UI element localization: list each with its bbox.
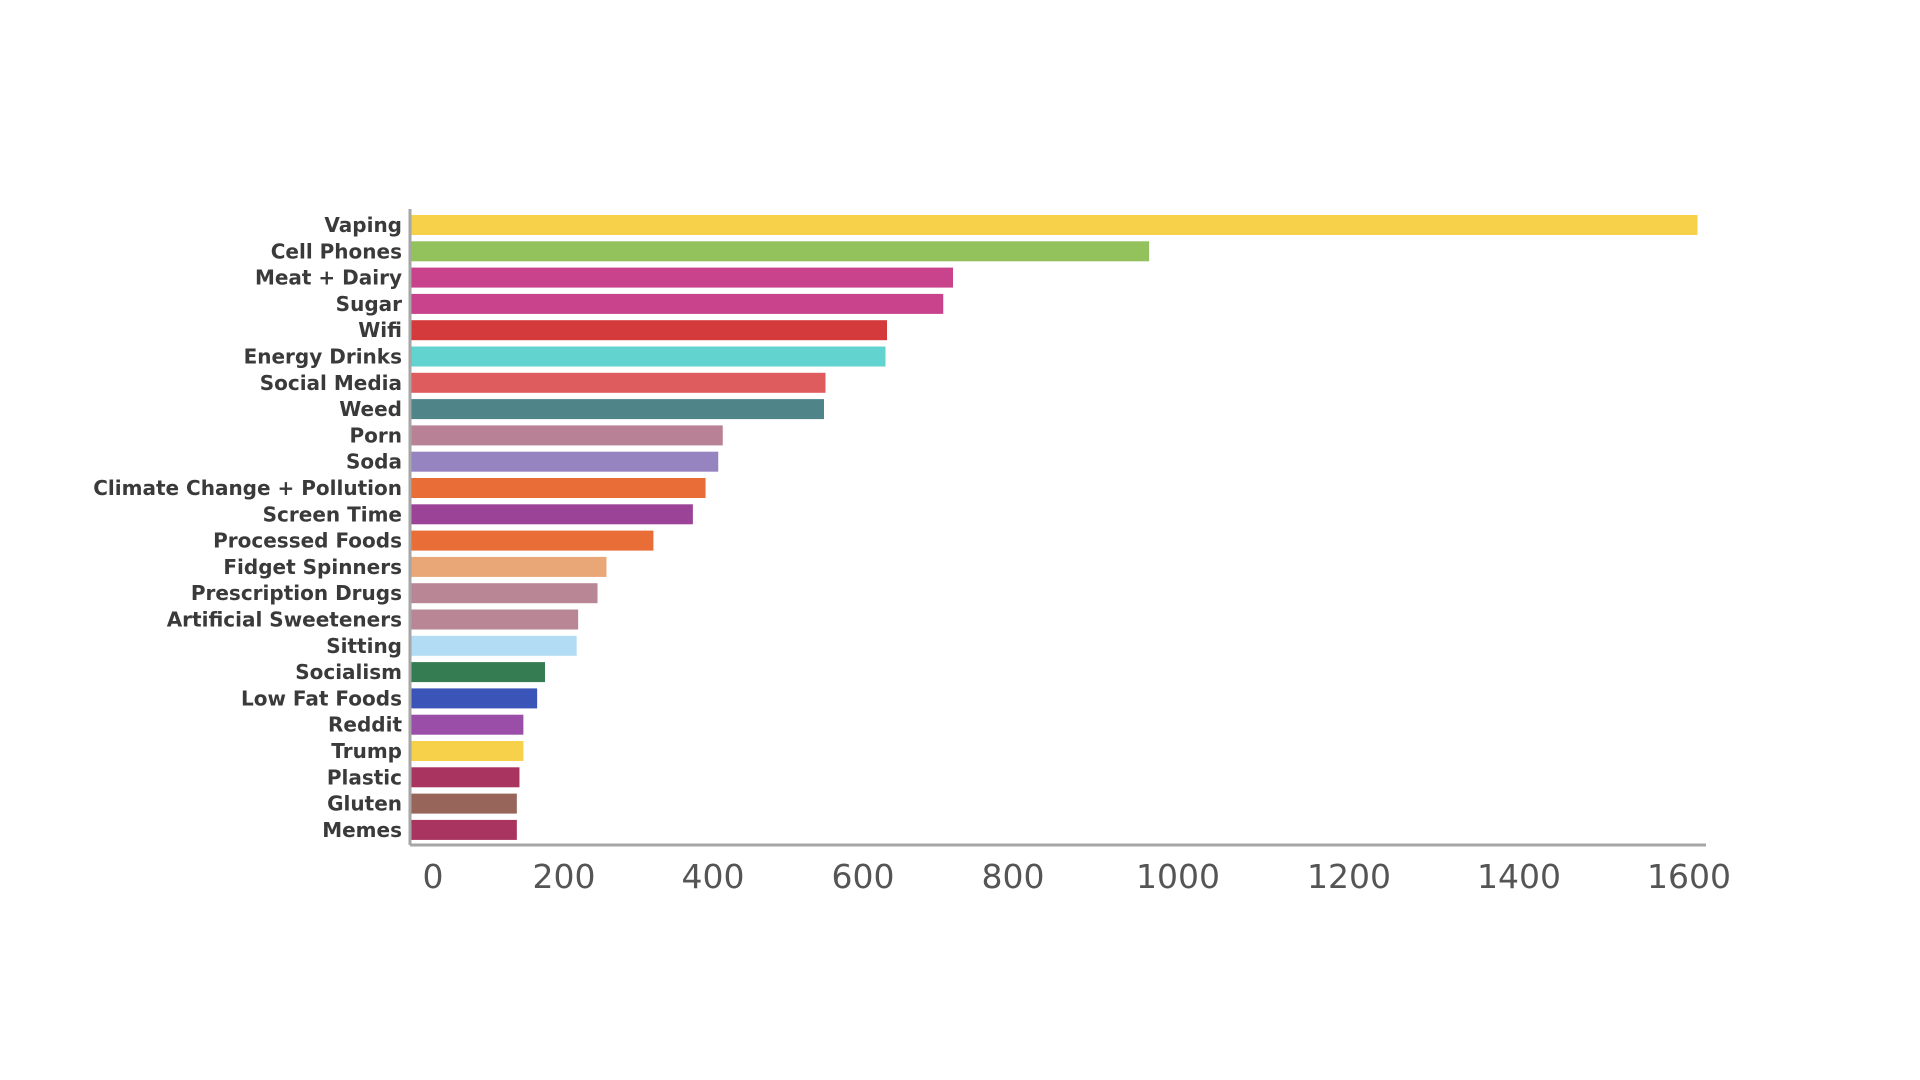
x-tick-label: 800: [982, 857, 1045, 896]
category-label: Artificial Sweeteners: [167, 608, 402, 632]
bar-artificial-sweeteners: [410, 609, 579, 630]
bar-socialism: [410, 662, 546, 683]
category-label: Meat + Dairy: [255, 266, 402, 290]
category-label: Sitting: [326, 634, 402, 658]
bar-vaping: [410, 215, 1698, 235]
category-label: Low Fat Foods: [241, 686, 402, 710]
bar-processed-foods: [410, 530, 654, 551]
x-tick-label: 0: [423, 857, 444, 896]
x-tick-label: 1000: [1136, 857, 1220, 896]
category-label: Fidget Spinners: [223, 555, 402, 579]
bar-trump: [410, 741, 524, 761]
bar-energy-drinks: [410, 346, 886, 367]
x-tick-label: 600: [832, 857, 895, 896]
bar-meat-dairy: [410, 267, 953, 288]
bar-fidget-spinners: [410, 556, 607, 577]
category-label: Soda: [346, 450, 402, 474]
category-label: Processed Foods: [213, 529, 402, 553]
bars-layer: [410, 215, 1698, 840]
category-label: Vaping: [324, 213, 402, 237]
x-tick-labels: 0 200 400 600 800 1000 1200 1400 1600: [423, 857, 1731, 896]
category-label: Climate Change + Pollution: [93, 476, 402, 500]
category-label: Trump: [331, 739, 402, 763]
x-tick-label: 400: [682, 857, 745, 896]
x-tick-label: 1400: [1477, 857, 1561, 896]
category-label: Socialism: [295, 660, 402, 684]
category-label: Weed: [339, 397, 402, 421]
bar-soda: [410, 451, 719, 472]
bar-reddit: [410, 714, 524, 735]
bar-screen-time: [410, 504, 693, 525]
category-label: Cell Phones: [271, 239, 402, 263]
bar-sugar: [410, 293, 944, 314]
category-label: Energy Drinks: [244, 345, 402, 369]
category-label: Gluten: [327, 792, 402, 816]
category-label: Sugar: [336, 292, 402, 316]
bar-social-media: [410, 372, 826, 393]
bar-weed: [410, 399, 824, 420]
category-label: Memes: [322, 818, 402, 842]
category-label: Wifi: [358, 318, 402, 342]
bar-porn: [410, 425, 723, 446]
bar-gluten: [410, 793, 517, 814]
bar-cell-phones: [410, 241, 1150, 262]
bar-prescription-drugs: [410, 583, 598, 604]
bar-sitting: [410, 635, 577, 656]
category-label: Prescription Drugs: [191, 581, 402, 605]
x-tick-label: 1200: [1307, 857, 1391, 896]
bar-plastic: [410, 767, 520, 788]
x-tick-label: 200: [533, 857, 596, 896]
category-label: Porn: [350, 423, 403, 447]
bar-memes: [410, 819, 517, 840]
category-label: Reddit: [328, 713, 402, 737]
category-label: Social Media: [260, 371, 402, 395]
category-label: Plastic: [327, 765, 402, 789]
bar-low-fat-foods: [410, 688, 538, 709]
bar-wifi: [410, 320, 887, 341]
x-tick-label: 1600: [1647, 857, 1731, 896]
bar-climate-change-pollution: [410, 478, 706, 498]
category-label: Screen Time: [263, 502, 402, 526]
